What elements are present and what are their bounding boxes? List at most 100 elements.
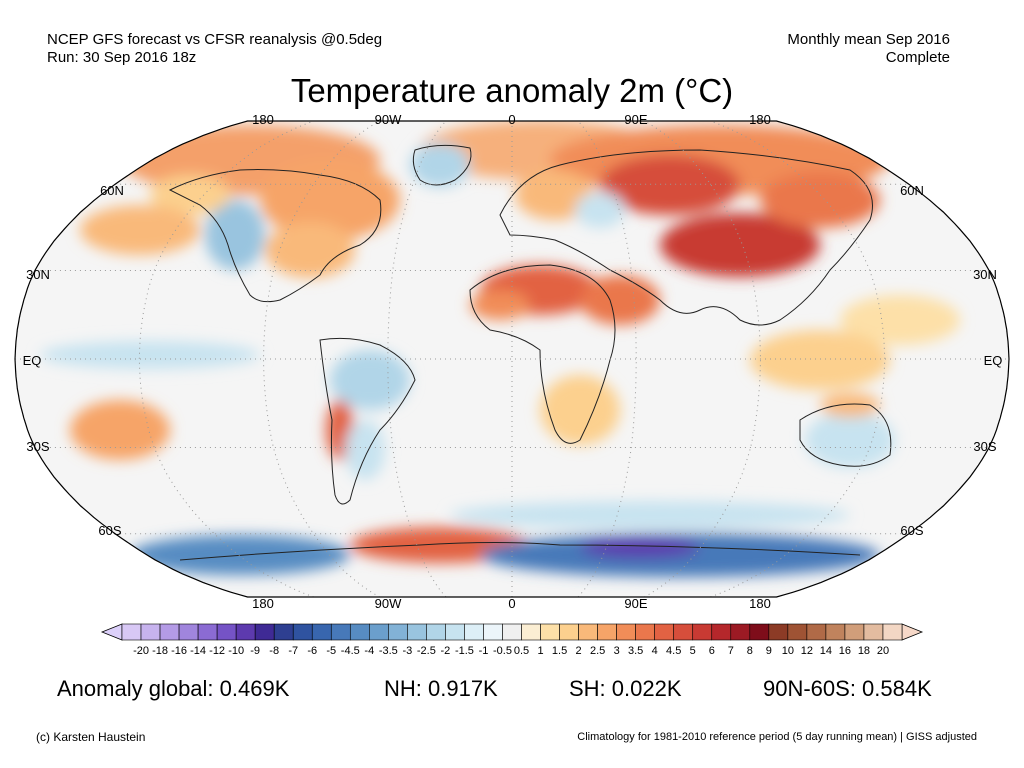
- colorbar-swatch: [311, 623, 332, 641]
- model-description: NCEP GFS forecast vs CFSR reanalysis @0.…: [47, 31, 383, 48]
- colorbar-tick-label: 0.5: [514, 645, 529, 657]
- colorbar-under-arrow: [100, 623, 123, 641]
- colorbar-tick-label: 1: [537, 645, 543, 657]
- warm-anomaly-south-pacific: [70, 400, 170, 460]
- colorbar-tick-label: 18: [858, 645, 870, 657]
- colorbar-tick-label: 4.5: [666, 645, 681, 657]
- colorbar-swatch: [369, 623, 389, 641]
- colorbar-swatch: [159, 623, 180, 641]
- cold-anomaly-western-us: [205, 200, 265, 270]
- lat-labels-right: 60N 30N EQ 30S 60S: [900, 183, 1002, 538]
- colorbar-tick-label: -2.5: [417, 645, 436, 657]
- warm-anomaly-north-pacific: [80, 205, 200, 255]
- colorbar-swatch: [426, 623, 446, 641]
- climatology-note: Climatology for 1981-2010 reference peri…: [577, 731, 977, 743]
- colorbar-tick-label: 12: [801, 645, 813, 657]
- colorbar-swatch: [863, 623, 884, 641]
- colorbar-tick-label: 4: [652, 645, 658, 657]
- cold-anomaly-australia: [805, 412, 895, 468]
- graticule: [15, 121, 1009, 597]
- coast-greenland: [412, 144, 472, 186]
- colorbar-swatch: [654, 623, 674, 641]
- colorbar-swatch: [825, 623, 846, 641]
- colorbar-swatch: [483, 623, 503, 641]
- lat-label: EQ: [984, 353, 1003, 368]
- colorbar-tick-label: 3.5: [628, 645, 643, 657]
- colorbar-tick-label: -0.5: [493, 645, 512, 657]
- colorbar-tick-label: 2: [576, 645, 582, 657]
- lon-label: 180: [252, 112, 274, 127]
- colorbar-tick-label: -1.5: [455, 645, 474, 657]
- colorbar-tick-label: -5: [326, 645, 336, 657]
- run-time: Run: 30 Sep 2016 18z: [47, 49, 197, 66]
- colorbar-swatch: [635, 623, 655, 641]
- lon-label: 180: [749, 112, 771, 127]
- lat-label: 30S: [26, 439, 49, 454]
- colorbar-tick-label: -9: [250, 645, 260, 657]
- cold-anomaly-antarctic-core: [580, 538, 700, 558]
- colorbar-swatch: [349, 623, 370, 641]
- stat-southern-hemisphere: SH: 0.022K: [569, 676, 682, 701]
- lon-labels-bottom: 180 90W 0 90E 180: [252, 596, 771, 611]
- colorbar-tick-label: -20: [133, 645, 149, 657]
- colorbar: -20 -18 -16 -14 -12 -10 -9 -8 -7 -6 -5 -4.5 -4 -3.5 -3…: [100, 623, 924, 657]
- colorbar-swatch: [330, 623, 351, 641]
- colorbar-swatch: [787, 623, 808, 641]
- cold-anomaly-southern-ocean: [450, 501, 850, 529]
- colorbar-tick-label: -12: [209, 645, 225, 657]
- map-title: Temperature anomaly 2m (°C): [290, 72, 734, 109]
- colorbar-swatch: [445, 623, 465, 641]
- colorbar-swatch: [407, 623, 427, 641]
- lon-label: 180: [252, 596, 274, 611]
- warm-anomaly-north-australia: [820, 393, 880, 417]
- credit-text: (c) Karsten Haustein: [36, 730, 146, 744]
- colorbar-swatch: [559, 623, 579, 641]
- colorbar-swatch: [502, 623, 522, 641]
- colorbar-swatch: [235, 623, 256, 641]
- colorbar-tick-label: -10: [228, 645, 244, 657]
- colorbar-tick-label: 8: [747, 645, 753, 657]
- warm-anomaly-west-africa: [470, 290, 530, 320]
- colorbar-swatch: [730, 623, 751, 641]
- colorbar-swatch: [616, 623, 636, 641]
- lat-label: 60N: [900, 183, 924, 198]
- colorbar-swatch: [882, 623, 903, 641]
- cold-anomaly-patagonia: [345, 420, 385, 480]
- colorbar-swatch: [140, 623, 161, 641]
- lat-label: 60S: [98, 523, 121, 538]
- colorbar-swatch: [578, 623, 598, 641]
- colorbar-swatch: [692, 623, 713, 641]
- warm-anomaly-scandinavia: [515, 170, 595, 220]
- colorbar-swatch: [844, 623, 865, 641]
- anomaly-field: [15, 121, 1009, 597]
- stat-global: Anomaly global: 0.469K: [57, 676, 290, 701]
- cold-anomaly-amazon: [330, 350, 410, 410]
- colorbar-swatch: [254, 623, 275, 641]
- colorbar-tick-label: 3: [614, 645, 620, 657]
- colorbar-swatch: [806, 623, 827, 641]
- colorbar-swatch: [464, 623, 484, 641]
- colorbar-swatch: [292, 623, 313, 641]
- lat-label: 60N: [100, 183, 124, 198]
- lon-labels-top: 180 90W 0 90E 180: [252, 112, 771, 127]
- colorbar-tick-label: -3.5: [379, 645, 398, 657]
- colorbar-tick-label: 16: [839, 645, 851, 657]
- lat-label: 30S: [973, 439, 996, 454]
- colorbar-tick-label: -3: [402, 645, 412, 657]
- warm-anomaly-indonesia: [750, 330, 890, 390]
- colorbar-tick-label: -18: [152, 645, 168, 657]
- colorbar-tick-label: 10: [782, 645, 794, 657]
- colorbar-tick-label: 20: [877, 645, 889, 657]
- warm-anomaly-arabia: [580, 275, 660, 325]
- colorbar-swatch: [673, 623, 694, 641]
- warm-anomaly-alaska: [150, 175, 230, 215]
- coast-antarctica: [179, 542, 861, 561]
- lon-label: 90W: [375, 596, 402, 611]
- colorbar-tick-label: -2: [441, 645, 451, 657]
- coast-australia: [799, 403, 892, 467]
- warm-anomaly-central-asia: [660, 213, 820, 277]
- period-label: Monthly mean Sep 2016: [787, 31, 950, 48]
- colorbar-swatch: [540, 623, 560, 641]
- colorbar-swatch: [711, 623, 732, 641]
- colorbar-tick-label: -4.5: [341, 645, 360, 657]
